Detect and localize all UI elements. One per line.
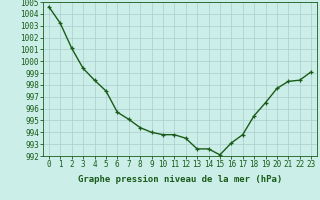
X-axis label: Graphe pression niveau de la mer (hPa): Graphe pression niveau de la mer (hPa) (78, 175, 282, 184)
